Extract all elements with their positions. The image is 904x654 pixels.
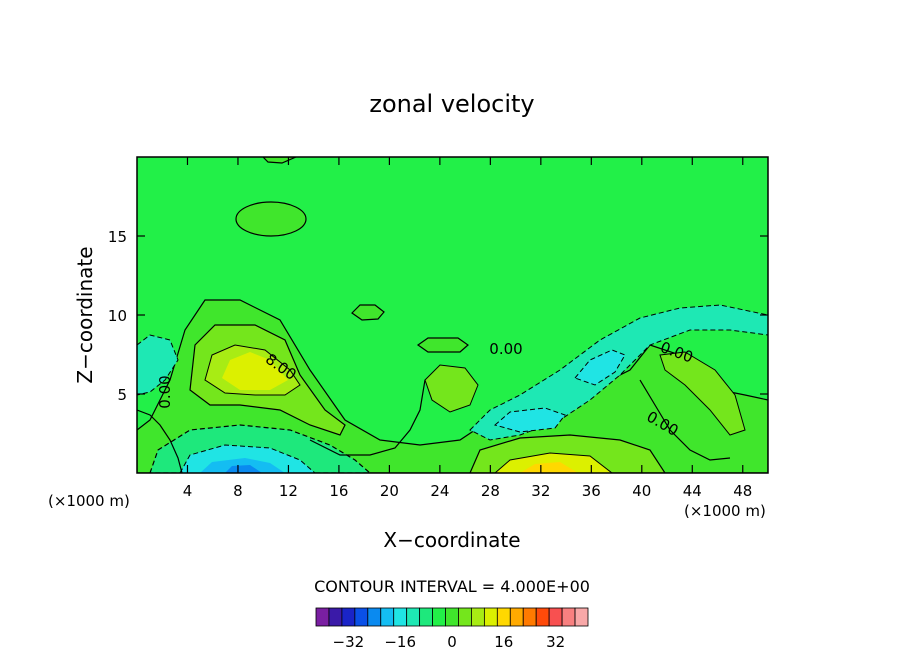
x-unit-label-left: (×1000 m) xyxy=(48,492,130,510)
x-axis-label: X−coordinate xyxy=(383,528,520,552)
x-unit-label-right: (×1000 m) xyxy=(684,502,766,520)
contour-region-positive-lower-right-24 xyxy=(520,462,578,473)
colorbar-swatch xyxy=(354,607,369,627)
colorbar-swatch xyxy=(548,607,563,627)
colorbar-swatch xyxy=(380,607,395,627)
x-tick-label: 40 xyxy=(632,482,651,500)
colorbar-swatch xyxy=(341,607,356,627)
colorbar-tick-label: −32 xyxy=(333,633,365,651)
x-tick-label: 44 xyxy=(683,482,702,500)
contour-region-small-blob-1 xyxy=(351,304,385,321)
x-tick-label: 8 xyxy=(233,482,243,500)
x-tick-label: 16 xyxy=(329,482,348,500)
y-axis-label: Z−coordinate xyxy=(73,246,97,383)
y-tick-label: 10 xyxy=(108,307,127,325)
contour-region-16 xyxy=(222,352,288,390)
colorbar-swatch xyxy=(367,607,382,627)
colorbar-swatch xyxy=(419,607,433,627)
contour-line-0-left xyxy=(137,409,183,473)
contour-region-positive-right xyxy=(659,351,746,436)
x-tick-label: 32 xyxy=(531,482,550,500)
x-tick-label: 4 xyxy=(183,482,193,500)
contour-line-mid xyxy=(309,379,426,456)
contour-region-negative-right-core xyxy=(574,349,626,386)
colorbar-swatch xyxy=(574,607,589,627)
x-tick-label: 24 xyxy=(430,482,449,500)
contour-region-negative-24 xyxy=(225,465,262,473)
contour-region-negative-center xyxy=(493,407,566,433)
colorbar-tick-label: 32 xyxy=(546,633,565,651)
contour-interval-label: CONTOUR INTERVAL = 4.000E+00 xyxy=(314,577,590,596)
colorbar-swatch xyxy=(458,607,472,627)
colorbar-swatch xyxy=(509,607,524,627)
contour-region-top-edge xyxy=(262,157,297,164)
colorbar-tick-label: 0 xyxy=(447,633,457,651)
colorbar-swatch xyxy=(522,607,537,627)
colorbar-swatch xyxy=(315,607,330,627)
colorbar-swatch xyxy=(432,607,446,627)
colorbar-swatch xyxy=(393,607,408,627)
colorbar-swatch xyxy=(535,607,550,627)
x-tick-label: 12 xyxy=(279,482,298,500)
contour-label: 0.00 xyxy=(156,375,174,408)
colorbar-tick-label: 16 xyxy=(494,633,513,651)
contour-region-positive-mid xyxy=(424,364,479,413)
x-tick-label: 36 xyxy=(582,482,601,500)
plot-area xyxy=(137,157,768,473)
colorbar-swatch xyxy=(406,607,421,627)
y-tick-label: 5 xyxy=(117,386,127,404)
colorbar-swatch xyxy=(561,607,576,627)
colorbar-swatch xyxy=(445,607,459,627)
x-tick-label: 28 xyxy=(481,482,500,500)
colorbar-swatch xyxy=(328,607,343,627)
colorbar: −32 −16 0 16 32 xyxy=(315,607,589,651)
chart-title: zonal velocity xyxy=(369,90,534,118)
x-tick-label: 48 xyxy=(733,482,752,500)
y-tick-label: 15 xyxy=(108,228,127,246)
contour-label: 0.00 xyxy=(489,340,522,358)
colorbar-swatch xyxy=(483,607,498,627)
contour-region-upper-blob xyxy=(235,201,307,237)
contour-line-right xyxy=(639,379,731,461)
y-axis: 5 10 15 xyxy=(108,228,768,404)
x-tick-label: 20 xyxy=(380,482,399,500)
x-axis: 4 8 12 16 20 24 28 32 36 40 44 48 xyxy=(183,157,752,500)
colorbar-swatch xyxy=(471,607,485,627)
contour-region-small-blob-2 xyxy=(416,337,469,353)
colorbar-tick-label: −16 xyxy=(384,633,416,651)
colorbar-swatch xyxy=(496,607,511,627)
